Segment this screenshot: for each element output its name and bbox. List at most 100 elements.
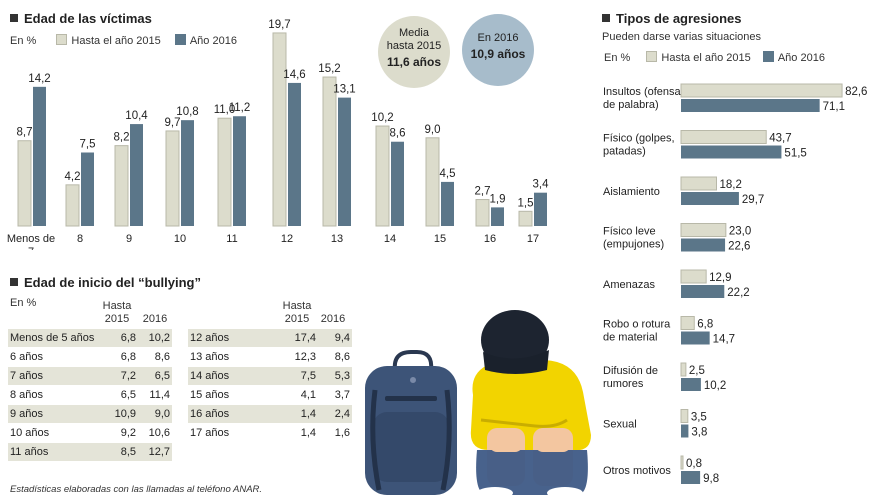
victims-bar-2016-10 — [534, 192, 547, 226]
onset-title: Edad de inicio del “bullying” — [10, 275, 201, 290]
victims-value-label: 1,9 — [490, 193, 506, 205]
table-row: 14 años 7,5 5,3 — [188, 366, 352, 386]
onset-right-col1-header: Hasta 2015 — [282, 300, 312, 325]
age-cell: 14 años — [188, 366, 280, 386]
age-cell: Menos de 5 años — [8, 329, 100, 348]
victims-value-label: 13,1 — [333, 84, 355, 96]
table-row: 17 años 1,4 1,6 — [188, 423, 352, 443]
victims-bar-2016-0 — [33, 86, 46, 226]
aggressions-bar-2016-2 — [681, 192, 739, 205]
table-row: 16 años 1,4 2,4 — [188, 404, 352, 424]
aggressions-value-label: 9,8 — [703, 473, 719, 485]
aggressions-bar-2015-6 — [680, 362, 687, 377]
year-2016-value: 10,9 años — [470, 47, 526, 61]
victims-value-label: 2,7 — [475, 186, 491, 198]
victims-bar-2016-3 — [181, 120, 194, 226]
victims-category-label: 16 — [484, 233, 496, 245]
square-bullet-icon — [602, 14, 610, 22]
value-2016-cell: 11,4 — [138, 385, 172, 405]
victims-legend: En % Hasta el año 2015 Año 2016 — [10, 34, 237, 47]
onset-table-left: Menos de 5 años 6,8 10,2 6 años 6,8 8,6 7 años… — [8, 329, 172, 462]
table-row: 10 años 9,2 10,6 — [8, 423, 172, 443]
legend-swatch-2015 — [56, 34, 68, 45]
aggressions-bar-2016-5 — [681, 331, 710, 345]
year-2016-label: En 2016 — [477, 32, 519, 44]
age-cell: 16 años — [188, 404, 280, 424]
victims-bar-2016-8 — [441, 181, 454, 226]
value-2016-cell: 10,6 — [138, 423, 172, 443]
victims-value-label: 14,2 — [28, 73, 50, 85]
aggressions-category-label: Amenazas — [603, 279, 655, 291]
aggressions-category-label: patadas) — [603, 146, 646, 158]
aggressions-value-label: 6,8 — [697, 319, 713, 331]
onset-right-col2-header: 2016 — [320, 313, 346, 325]
aggressions-value-label: 22,6 — [728, 241, 750, 253]
victims-bar-2016-4 — [233, 116, 246, 226]
victims-bar-2015-5 — [272, 32, 287, 227]
victims-bar-2015-7 — [375, 125, 390, 227]
aggressions-value-label: 10,2 — [704, 380, 726, 392]
table-row: 13 años 12,3 8,6 — [188, 347, 352, 367]
aggressions-value-label: 71,1 — [823, 101, 845, 113]
table-row: 7 años 7,2 6,5 — [8, 366, 172, 386]
victims-value-label: 1,5 — [518, 197, 534, 209]
victims-bar-2015-0 — [17, 140, 32, 227]
value-2016-cell: 8,6 — [318, 347, 352, 367]
aggressions-value-label: 82,6 — [845, 86, 867, 98]
legend-label-2016: Año 2016 — [777, 52, 825, 64]
onset-left-col1-header: Hasta 2015 — [102, 300, 132, 325]
age-cell: 8 años — [8, 385, 100, 405]
age-cell: 6 años — [8, 347, 100, 367]
media-bubble: Media hasta 2015 11,6 años — [378, 16, 450, 88]
value-2016-cell: 12,7 — [138, 442, 172, 462]
aggressions-title-text: Tipos de agresiones — [616, 11, 742, 26]
aggressions-category-label: Físico (golpes, — [603, 133, 675, 145]
victims-value-label: 14,6 — [283, 69, 305, 81]
victims-category-label: 8 — [77, 233, 83, 245]
victims-value-label: 10,8 — [176, 106, 198, 118]
victims-bar-2016-7 — [391, 141, 404, 226]
aggressions-bar-2015-8 — [680, 455, 684, 470]
table-row: 11 años 8,5 12,7 — [8, 442, 172, 462]
victims-category-label: 14 — [384, 233, 396, 245]
victims-value-label: 10,4 — [125, 110, 148, 122]
legend-label-2015: Hasta el año 2015 — [71, 35, 161, 47]
aggressions-value-label: 12,9 — [709, 272, 731, 284]
value-2015-cell: 1,4 — [280, 423, 318, 443]
legend-label-2016: Año 2016 — [189, 35, 237, 47]
aggressions-category-label: Otros motivos — [603, 465, 671, 477]
aggressions-category-label: Robo o rotura — [603, 319, 671, 331]
victims-bar-chart: 8,7 14,2 Menos de7 4,2 7,5 8 8,2 10,4 9 9,710,8 10… — [7, 19, 549, 250]
aggressions-category-label: Difusión de — [603, 365, 658, 377]
victims-bar-2015-2 — [114, 145, 129, 227]
age-cell: 17 años — [188, 423, 280, 443]
value-2015-cell: 1,4 — [280, 404, 318, 424]
victims-category-label: 13 — [331, 233, 343, 245]
victims-unit: En % — [10, 35, 37, 47]
table-row: 12 años 17,4 9,4 — [188, 329, 352, 348]
onset-footnote: Estadísticas elaboradas con las llamadas… — [10, 484, 263, 495]
value-2015-cell: 10,9 — [100, 404, 138, 424]
victims-category-label: 12 — [281, 233, 293, 245]
media-label: Media hasta 2015 — [386, 27, 442, 52]
victims-bar-2015-8 — [425, 137, 440, 227]
aggressions-bar-2015-0 — [680, 83, 843, 98]
aggressions-value-label: 22,2 — [727, 287, 749, 299]
victims-value-label: 7,5 — [80, 139, 96, 151]
value-2016-cell: 2,4 — [318, 404, 352, 424]
victims-bar-2015-6 — [322, 76, 337, 227]
victims-category-label-line2: 7 — [28, 246, 34, 250]
aggressions-legend: En % Hasta el año 2015 Año 2016 — [604, 51, 825, 64]
victims-value-label: 9,0 — [425, 124, 441, 136]
onset-unit: En % — [10, 297, 37, 309]
aggressions-category-label: Sexual — [603, 419, 637, 431]
aggressions-category-label: de palabra) — [603, 99, 659, 111]
victims-category-label: 9 — [126, 233, 132, 245]
victims-bar-2015-4 — [217, 117, 232, 227]
aggressions-value-label: 2,5 — [689, 365, 705, 377]
victims-bar-2015-3 — [165, 130, 180, 227]
table-row: 6 años 6,8 8,6 — [8, 347, 172, 367]
aggressions-category-label: Aislamiento — [603, 186, 660, 198]
onset-left-col2-header: 2016 — [142, 313, 168, 325]
